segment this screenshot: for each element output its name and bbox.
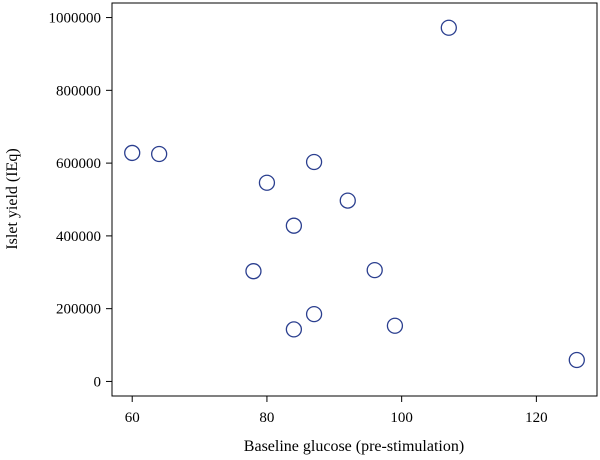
y-tick-label: 400000	[56, 229, 101, 245]
x-tick-label: 100	[390, 410, 413, 426]
data-point	[151, 145, 168, 163]
data-point	[124, 144, 141, 162]
data-point	[285, 217, 303, 234]
data-point	[568, 351, 585, 369]
y-tick-label: 1000000	[49, 11, 102, 27]
data-point	[305, 305, 323, 323]
x-tick-label: 60	[125, 410, 140, 426]
data-point	[258, 174, 276, 191]
data-point	[285, 321, 303, 338]
x-axis-label: Baseline glucose (pre-stimulation)	[244, 438, 464, 455]
y-tick-label: 0	[94, 374, 102, 390]
x-axis: 60 80 100 120	[125, 396, 548, 426]
y-axis: 0 200000 400000 600000 800000 1000000	[49, 11, 112, 390]
y-axis-label: Islet yield (IEq)	[4, 148, 21, 249]
x-tick-label: 80	[259, 410, 274, 426]
y-tick-label: 800000	[56, 83, 101, 99]
y-tick-label: 200000	[56, 302, 101, 318]
data-point	[366, 261, 383, 279]
data-point	[386, 317, 404, 334]
data-points	[124, 19, 585, 369]
plot-frame	[111, 2, 598, 397]
data-point	[440, 19, 457, 36]
data-point	[305, 153, 323, 171]
y-tick-label: 600000	[56, 156, 101, 172]
x-tick-label: 120	[525, 410, 548, 426]
data-point	[245, 263, 262, 280]
data-point	[339, 192, 356, 209]
